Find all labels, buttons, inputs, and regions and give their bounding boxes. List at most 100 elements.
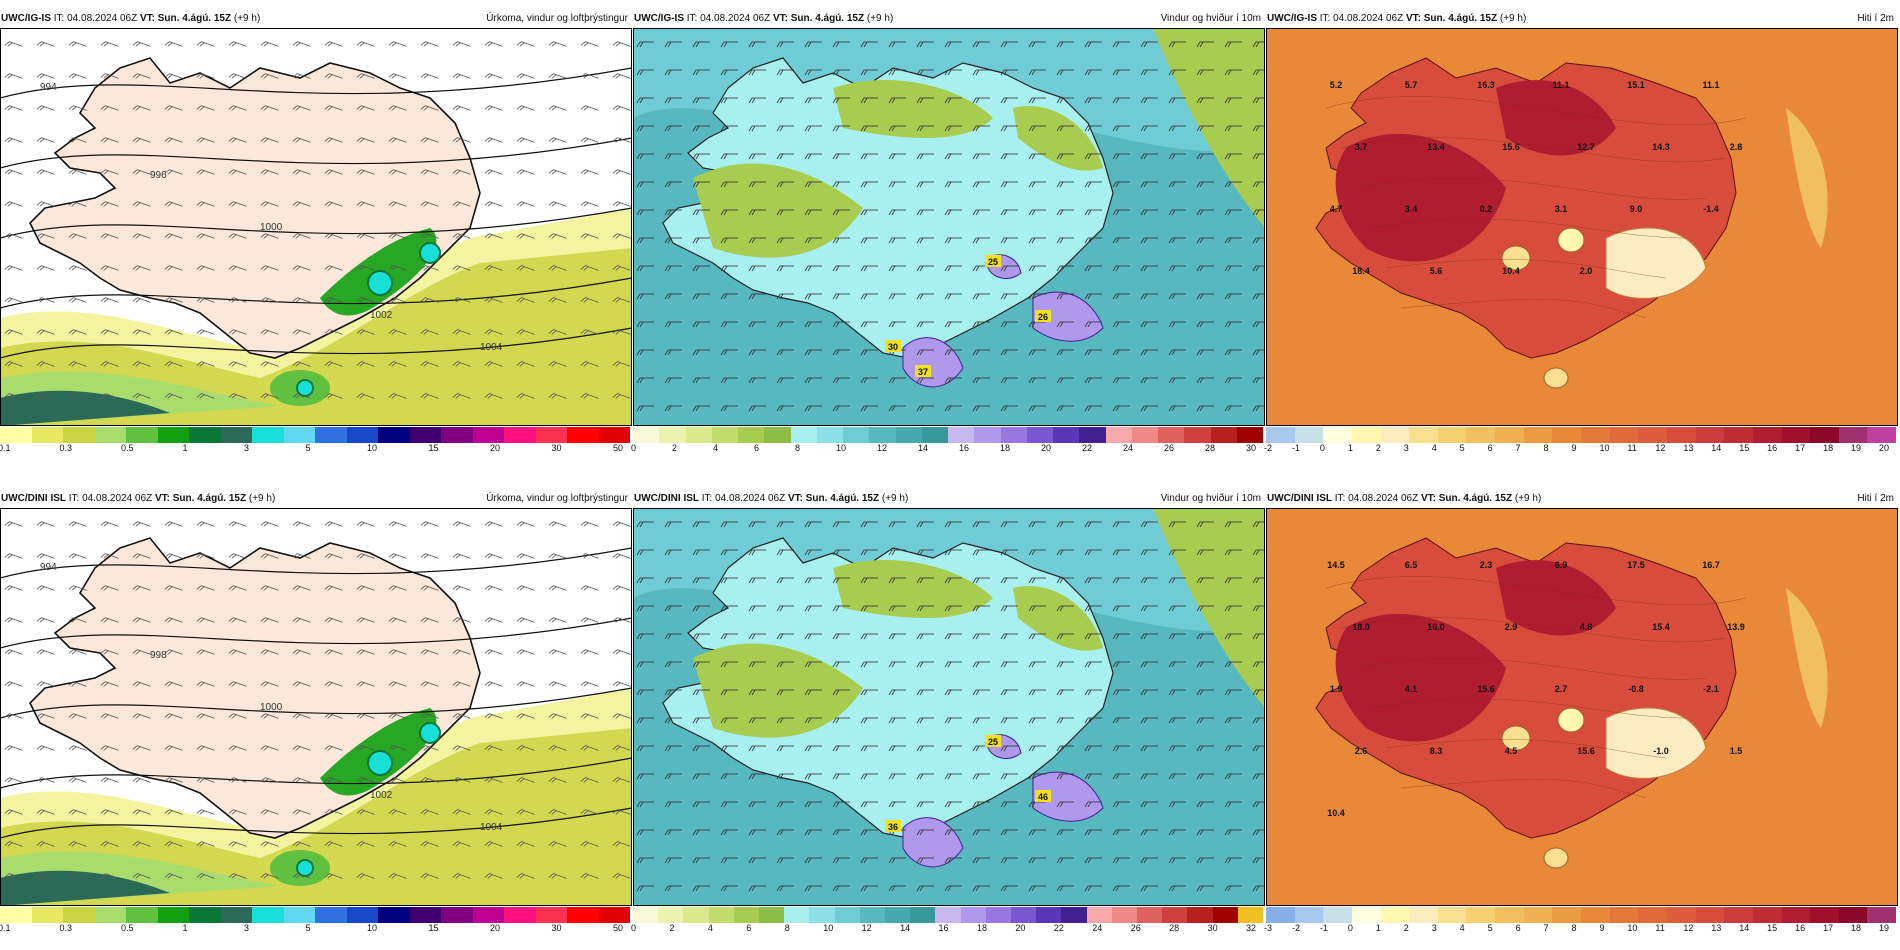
colorbar-swatch [1212, 907, 1238, 923]
it-label: IT: 04.08.2024 06Z [701, 493, 786, 504]
temp-value-label: -1.4 [1703, 204, 1719, 214]
colorbar-tick-label: 2 [672, 443, 678, 453]
colorbar-swatches [0, 907, 630, 923]
colorbar-swatch [346, 427, 378, 443]
colorbar-tick-label: 5 [305, 923, 311, 933]
colorbar-swatch [910, 907, 936, 923]
colorbar-tick-label: 18 [1823, 443, 1834, 453]
colorbar-tick-label: 10 [367, 443, 378, 453]
colorbar-swatch [283, 907, 315, 923]
temp-value-label: -2.1 [1703, 684, 1719, 694]
colorbar-swatch [1810, 907, 1839, 923]
colorbar-tick-label: 28 [1169, 923, 1180, 933]
colorbar-tick-label: 14 [918, 443, 929, 453]
colorbar: -2 -1 0 1 2 3 4 5 6 7 8 9 10 11 12 13 14 15 16 17 18 19 20 [1264, 427, 1898, 455]
map-temp[interactable]: 14.5 6.5 2.3 6.9 17.5 16.7 18.0 16.0 2.9 4.8 15.4 1… [1266, 508, 1898, 906]
colorbar-swatch [1867, 907, 1897, 923]
panel-title: Hiti í 2m [1857, 13, 1894, 24]
vt-label: VT: Sun. 4.ágú. 15Z [1405, 13, 1498, 24]
colorbar-tick-label: 20 [1879, 443, 1890, 453]
map-wind[interactable]: 25 26 30 37 [633, 28, 1265, 426]
colorbar-tick-label: 5 [1459, 443, 1465, 453]
map-wind[interactable]: 25 46 36 [633, 508, 1265, 906]
gust-label: 26 [1038, 312, 1048, 322]
panel-title: Úrkoma, vindur og loftþrýstingur [486, 493, 628, 504]
colorbar-swatch [378, 907, 410, 923]
colorbar-swatch [1581, 907, 1610, 923]
colorbar-swatch [784, 907, 810, 923]
colorbar-swatch [985, 907, 1012, 923]
panel-header: UWC/DINI ISL IT: 04.08.2024 06Z VT: Sun.… [0, 490, 632, 508]
map-precip[interactable]: 994 996 1000 1002 1004 [0, 28, 632, 426]
temp-value-label: 4.7 [1330, 204, 1343, 214]
colorbar-swatch [1294, 427, 1324, 443]
colorbar-swatch [94, 907, 126, 923]
colorbar-tick-label: 8 [795, 443, 801, 453]
model-label: UWC/DINI ISL [1, 493, 66, 504]
colorbar-swatch [315, 907, 347, 923]
colorbar-swatches [1266, 427, 1897, 443]
colorbar-swatch [1752, 427, 1782, 443]
colorbar-tick-label: 0.3 [59, 923, 73, 933]
colorbar-swatch [1867, 427, 1897, 443]
colorbar-swatch [658, 907, 684, 923]
colorbar-swatch [126, 907, 158, 923]
map-precip[interactable]: 994 998 1000 1002 1004 [0, 508, 632, 906]
gust-label: 30 [888, 342, 898, 352]
colorbar-swatch [94, 427, 126, 443]
colorbar-tick-label: 3 [1403, 443, 1409, 453]
colorbar-swatch [733, 907, 760, 923]
gust-label: 46 [1038, 792, 1048, 802]
lead-label: (+9 h) [1514, 493, 1542, 504]
temp-value-label: 13.9 [1727, 622, 1745, 632]
temp-value-label: 3.7 [1355, 142, 1368, 152]
colorbar-swatch [935, 907, 961, 923]
temp-value-label: 3.1 [1555, 204, 1568, 214]
model-label: UWC/IG-IS [1, 13, 51, 24]
colorbar-tick-label: 6 [1487, 443, 1493, 453]
colorbar-swatch [1409, 907, 1438, 923]
colorbar-tick-label: 0 [1347, 923, 1353, 933]
colorbar-tick-label: 16 [1795, 923, 1806, 933]
colorbar-swatch [1011, 907, 1037, 923]
lead-label: (+9 h) [233, 13, 261, 24]
colorbar-swatch [974, 427, 1001, 443]
vt-label: VT: Sun. 4.ágú. 15Z [1420, 493, 1513, 504]
colorbar-tick-label: 20 [1015, 923, 1026, 933]
panel-title: Úrkoma, vindur og loftþrýstingur [486, 13, 628, 24]
colorbar-tick-label: 6 [754, 443, 760, 453]
temp-value-label: 5.6 [1430, 266, 1443, 276]
panel-header: UWC/IG-IS IT: 04.08.2024 06Z VT: Sun. 4.… [1266, 10, 1898, 28]
colorbar-labels: 0 2 4 6 8 10 12 14 16 18 20 22 24 26 28 30 [631, 443, 1263, 455]
colorbar-swatch [948, 427, 975, 443]
panel-header: UWC/IG-IS IT: 04.08.2024 06Z VT: Sun. 4.… [0, 10, 632, 28]
temp-value-label: 11.1 [1702, 80, 1719, 90]
colorbar-swatch [738, 427, 765, 443]
gust-label-box [885, 340, 901, 352]
colorbar-tick-label: 1 [182, 443, 188, 453]
colorbar-labels: 0 2 4 6 8 10 12 14 16 18 20 22 24 26 28 30 32 [631, 923, 1263, 935]
colorbar-swatch [1838, 907, 1868, 923]
colorbar-swatch [843, 427, 870, 443]
colorbar-tick-label: 15 [1739, 443, 1750, 453]
map-temp[interactable]: 5.2 5.7 16.3 11.1 15.1 11.1 3.7 13.4 15.6 12.7 14.… [1266, 28, 1898, 426]
colorbar-tick-label: 20 [490, 443, 501, 453]
colorbar-tick-label: 9 [1571, 443, 1577, 453]
colorbar-swatch [1466, 907, 1496, 923]
gust-label-box [885, 820, 901, 832]
colorbar-tick-label: 0.5 [121, 923, 134, 933]
colorbar-swatch [1137, 907, 1163, 923]
colorbar-swatch [683, 907, 709, 923]
temp-value-label: -0.8 [1628, 684, 1644, 694]
colorbar-swatch [1609, 427, 1639, 443]
colorbar-swatch [633, 427, 660, 443]
colorbar-swatch [535, 907, 567, 923]
colorbar-swatch [1162, 907, 1188, 923]
isobar-label: 1000 [260, 702, 283, 713]
colorbar-swatch [816, 427, 843, 443]
colorbar-tick-label: 4 [707, 923, 713, 933]
colorbar-swatch [126, 427, 158, 443]
isobar-label: 994 [40, 562, 57, 573]
isobar-label: 998 [150, 650, 167, 661]
colorbar-tick-label: 0 [1319, 443, 1325, 453]
